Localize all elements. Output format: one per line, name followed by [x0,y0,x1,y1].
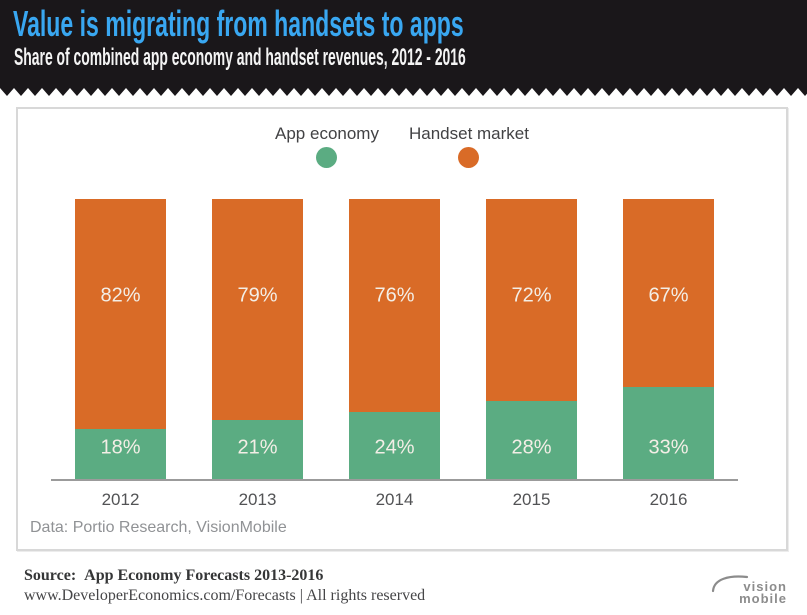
source-text: App Economy Forecasts 2013-2016 [84,567,324,584]
footer: Source: App Economy Forecasts 2013-2016 w… [0,563,807,611]
app-value-label-2016: 33% [648,436,689,459]
year-label-2014: 2014 [375,490,414,509]
legend: App economy Handset market [18,124,786,168]
page-title: Value is migrating from handsets to apps [13,3,464,44]
bar-2015: 72% 28% [486,199,577,479]
year-label-2015: 2015 [512,490,551,509]
source-label: Source: [24,567,77,584]
svg-text:vision: vision [743,579,787,594]
handset-value-label-2015: 72% [511,284,552,307]
stacked-bar-chart: 82% 18% 79% 21% 76% 24% 72% 28% 67% 33% [51,199,738,481]
handset-segment-2012 [75,199,166,429]
handset-value-label-2014: 76% [374,284,415,307]
app-value-label-2012: 18% [100,436,141,459]
app-segment-2013 [212,420,303,479]
handset-segment-2016 [623,199,714,387]
bar-2016: 67% 33% [623,199,714,479]
legend-label-handset-market: Handset market [408,124,529,143]
data-note: Data: Portio Research, VisionMobile [30,519,287,536]
header-banner: Value is migrating from handsets to apps… [0,0,807,88]
app-value-label-2013: 21% [237,436,278,459]
handset-segment-2015 [486,199,577,401]
app-segment-2015 [486,400,577,479]
app-value-label-2015: 28% [511,436,552,459]
year-label-2012: 2012 [101,490,140,509]
handset-value-label-2012: 82% [100,284,141,307]
legend-label-app-economy: App economy [275,124,379,143]
bars: 82% 18% 79% 21% 76% 24% 72% 28% 67% 33% [51,199,738,479]
page-subtitle: Share of combined app economy and handse… [14,44,466,71]
year-labels: 2012 2013 2014 2015 2016 [51,490,738,510]
app-segment-2014 [349,411,440,479]
handset-segment-2013 [212,199,303,421]
legend-item-app-economy: App economy [275,124,379,168]
svg-text:mobile: mobile [739,591,787,606]
year-label-2013: 2013 [238,490,277,509]
source-block: Source: App Economy Forecasts 2013-2016 w… [24,567,425,605]
zigzag-edge [0,88,807,96]
app-segment-2016 [623,386,714,479]
handset-segment-2014 [349,199,440,412]
handset-value-label-2016: 67% [648,284,689,307]
source-url-line: www.DeveloperEconomics.com/Forecasts | A… [24,587,426,604]
app-segment-2012 [75,428,166,479]
handset-value-label-2013: 79% [237,284,278,307]
visionmobile-logo: vision mobile [707,571,791,611]
logo-swoosh-icon [711,575,749,593]
bar-2014: 76% 24% [349,199,440,479]
bar-2013: 79% 21% [212,199,303,479]
chart-panel: App economy Handset market 82% 18% 79% 21% 7… [16,107,788,551]
legend-item-handset-market: Handset market [409,124,529,168]
handset-market-dot-icon [458,147,480,168]
app-value-label-2014: 24% [374,436,415,459]
year-label-2016: 2016 [649,490,688,509]
bar-2012: 82% 18% [75,199,166,479]
app-economy-dot-icon [316,147,338,168]
source-line: Source: App Economy Forecasts 2013-2016 [24,567,425,585]
